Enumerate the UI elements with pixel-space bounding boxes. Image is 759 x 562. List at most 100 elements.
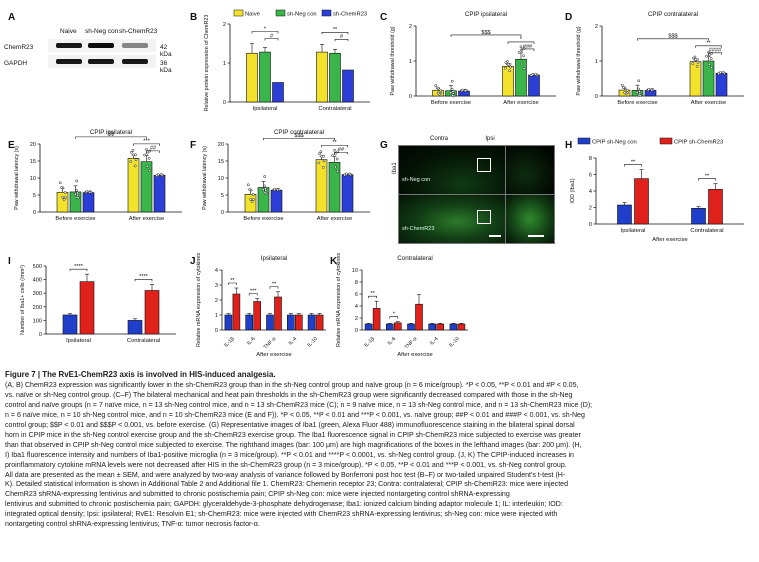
bar-j-0-0 xyxy=(224,314,233,331)
y-tick-label: 0 xyxy=(223,100,226,106)
data-point xyxy=(157,173,160,176)
data-point xyxy=(62,198,66,201)
significance-bracket xyxy=(637,38,709,41)
data-point xyxy=(647,87,651,91)
y-tick-label: 400 xyxy=(33,278,42,284)
data-point xyxy=(522,54,526,58)
y-tick-label: 2 xyxy=(409,24,412,30)
data-point xyxy=(463,89,467,93)
row-label-sh-neg: sh-Neg con xyxy=(402,177,431,183)
blot-strip-gapdh xyxy=(48,55,156,68)
significance-marker: ** xyxy=(631,159,636,165)
data-point xyxy=(318,152,321,156)
data-point xyxy=(130,150,133,154)
x-category-label: Before exercise xyxy=(243,216,283,222)
data-point xyxy=(637,79,641,83)
y-tick-label: 20 xyxy=(30,142,36,148)
data-point xyxy=(331,154,334,157)
chart-d-threshold-contralateral: CPIP contralateral 0 1 2 Paw withdrawal thre… xyxy=(576,11,744,106)
significance-bracket xyxy=(228,282,237,285)
significance-bracket xyxy=(134,279,153,282)
bar-d-2-1 xyxy=(715,72,728,97)
legend-label: sh-Neg con xyxy=(287,12,317,18)
significance-marker: ** xyxy=(332,140,337,146)
band-chemr23-sh-chemr23 xyxy=(122,43,148,48)
significance-bracket xyxy=(146,150,160,153)
band-gapdh-sh-chemr23 xyxy=(122,59,148,64)
significance-marker: ** xyxy=(370,291,375,297)
y-tick-label: 15 xyxy=(218,159,224,165)
bar-f-0-1 xyxy=(315,159,328,213)
bar-e-0-0 xyxy=(56,191,69,213)
caption-line: All data are presented as the mean ± SEM… xyxy=(5,471,566,479)
y-tick-label: 0 xyxy=(409,94,412,100)
significance-bracket xyxy=(251,31,279,34)
significance-bracket xyxy=(368,295,377,299)
panel-label-j: J xyxy=(190,256,196,267)
data-point xyxy=(75,179,79,183)
data-point xyxy=(273,187,277,191)
data-point xyxy=(534,72,537,76)
bar-e-0-1 xyxy=(127,157,140,213)
y-tick-label: 8 xyxy=(589,156,592,162)
data-point xyxy=(335,157,339,161)
protein-label-gapdh: GAPDH xyxy=(4,60,28,67)
significance-bracket xyxy=(698,178,716,181)
data-point xyxy=(261,188,265,192)
data-point xyxy=(319,150,323,154)
y-axis-label: Number of Iba1+ cells (/mm²) xyxy=(20,265,26,335)
significance-marker: ** xyxy=(272,282,277,288)
zoom-box-sh-chemr23 xyxy=(477,210,491,224)
x-category-label: Before exercise xyxy=(617,100,657,106)
y-tick-label: 4 xyxy=(355,304,358,310)
bar-e-2-1 xyxy=(153,174,166,213)
caption-line: control and naïve groups (n = 7 naïve mi… xyxy=(5,401,593,409)
data-point xyxy=(249,198,253,201)
bar-j-1-0 xyxy=(232,293,241,331)
y-tick-label: 500 xyxy=(33,264,42,270)
band-chemr23-sh-neg xyxy=(88,43,114,48)
data-point xyxy=(145,148,148,151)
panel-label-a: A xyxy=(8,12,16,23)
y-axis-label: Paw withdrawal threshold (g) xyxy=(576,26,582,95)
data-point xyxy=(143,153,146,157)
data-point xyxy=(721,71,725,74)
data-point xyxy=(696,61,700,64)
bar-j-1-3 xyxy=(295,314,303,331)
data-point xyxy=(519,45,523,49)
western-blot-panel: Naive sh-Neg con sh-ChemR23 ChemR23 GAPD… xyxy=(4,22,179,78)
data-point xyxy=(148,169,151,173)
data-point xyxy=(691,62,695,65)
chart-h-iod-iba1: 0 2 4 6 8 IOD (Iba1) Ipsilateral ContralateralA… xyxy=(570,137,744,243)
y-tick-label: 2 xyxy=(595,24,598,30)
bar-j-0-3 xyxy=(287,314,295,331)
data-point xyxy=(638,89,641,93)
bar-f-2-0 xyxy=(270,189,283,213)
data-point xyxy=(63,191,67,194)
x-category-label: IL-4 xyxy=(288,336,299,347)
data-point xyxy=(637,87,640,91)
significance-marker: ## xyxy=(338,147,345,153)
data-point xyxy=(64,196,67,199)
y-tick-label: 5 xyxy=(221,193,224,199)
micrograph-sh-neg-low: sh-Neg con xyxy=(398,145,506,195)
x-category-label: After exercise xyxy=(317,216,352,222)
y-tick-label: 0 xyxy=(39,332,42,338)
bar-j-0-2 xyxy=(266,314,274,331)
data-point xyxy=(439,89,442,92)
data-point xyxy=(345,172,348,176)
bar-f-0-0 xyxy=(244,194,257,213)
data-point xyxy=(503,66,507,70)
significance-marker: $$$ xyxy=(481,30,491,36)
y-axis-label: Relative protein expression of ChemR23 xyxy=(204,15,210,112)
x-category-label: IL-1β xyxy=(223,336,236,349)
bar-d-2-0 xyxy=(644,90,657,97)
y-tick-label: 20 xyxy=(218,142,224,148)
chart-title: Ipsilateral xyxy=(261,255,287,262)
significance-bracket xyxy=(263,137,335,141)
bar-i-0-1 xyxy=(127,320,143,335)
x-category-label: IL-10 xyxy=(448,336,461,349)
x-category-label: IL-6 xyxy=(387,336,398,347)
significance-marker: #### xyxy=(709,48,722,54)
caption-line: (A, B) ChemR23 expression was significan… xyxy=(5,381,579,389)
